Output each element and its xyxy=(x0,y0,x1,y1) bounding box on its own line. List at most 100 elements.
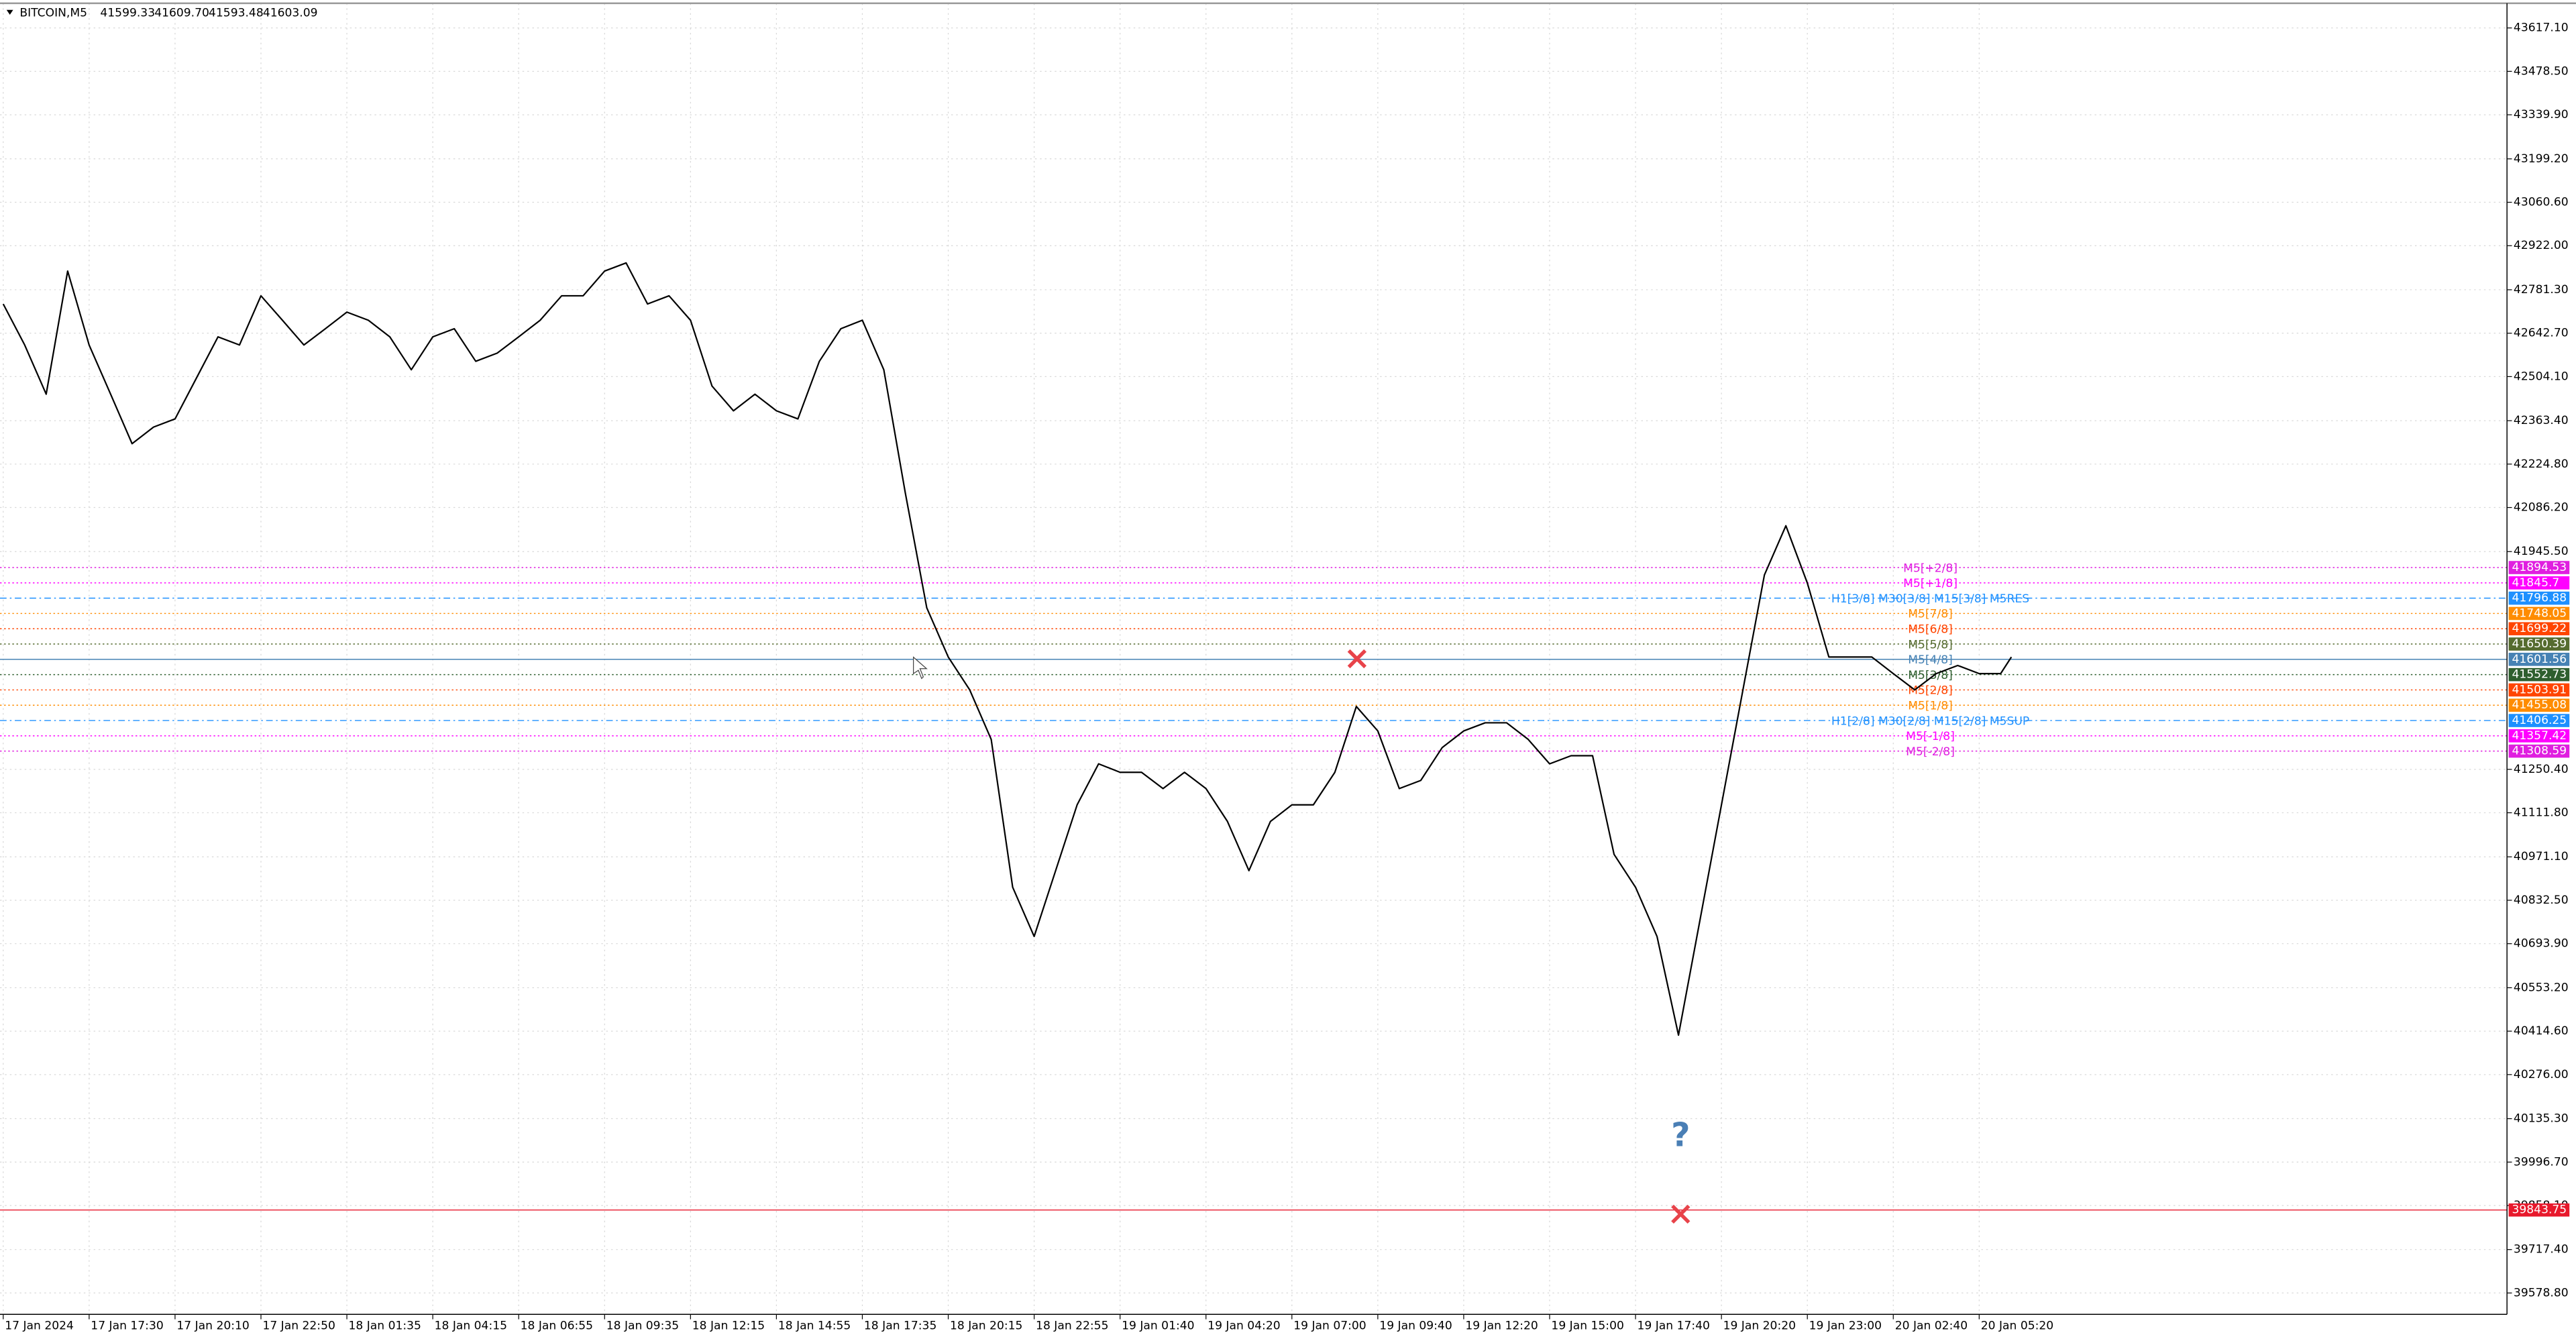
x-tick-label: 18 Jan 20:15 xyxy=(950,1319,1022,1332)
x-tick-label: 20 Jan 05:20 xyxy=(1981,1319,2053,1332)
level-price-label: 41894.53 xyxy=(2512,561,2567,574)
level-price-label: 41601.56 xyxy=(2512,653,2567,666)
y-tick-label: 42504.10 xyxy=(2514,370,2569,383)
level-price-box xyxy=(2508,653,2570,666)
level-price-label: 41845.7 xyxy=(2512,576,2559,590)
level-name: M5[-1/8] xyxy=(1906,730,1955,743)
symbol: BITCOIN,M5 xyxy=(19,7,87,20)
level-price-box xyxy=(2508,576,2570,590)
y-tick-label: 40832.50 xyxy=(2514,894,2569,907)
level-price-box xyxy=(2508,729,2570,743)
y-tick-label: 42922.00 xyxy=(2514,239,2569,252)
level-price-box xyxy=(2508,591,2570,605)
level-name: M5[1/8] xyxy=(1908,699,1953,712)
header: BITCOIN,M5 41599.33 41609.70 41593.48 41… xyxy=(6,7,318,20)
x-tick-label: 18 Jan 09:35 xyxy=(606,1319,679,1332)
y-tick-label: 41250.40 xyxy=(2514,763,2569,776)
menu-arrow[interactable] xyxy=(6,9,13,15)
x-tick-label: 17 Jan 2024 xyxy=(5,1319,74,1332)
level-name: M5[2/8] xyxy=(1908,684,1953,698)
level-name: M5[6/8] xyxy=(1908,623,1953,636)
y-tick-label: 42642.70 xyxy=(2514,327,2569,340)
y-tick-label: 42224.80 xyxy=(2514,458,2569,471)
y-tick-label: 41111.80 xyxy=(2514,806,2569,820)
level-price-label: 41406.25 xyxy=(2512,714,2567,727)
y-tick-label: 40276.00 xyxy=(2514,1068,2569,1081)
low: 41593.48 xyxy=(209,7,264,20)
y-tick-label: 40971.10 xyxy=(2514,850,2569,863)
level-price-box xyxy=(2508,698,2570,712)
x-tick-label: 18 Jan 04:15 xyxy=(435,1319,507,1332)
level-name: M5[3/8] xyxy=(1908,669,1953,682)
y-tick-label: 39578.80 xyxy=(2514,1286,2569,1299)
y-tick-label: 43478.50 xyxy=(2514,64,2569,78)
y-tick-label: 40414.60 xyxy=(2514,1024,2569,1038)
y-tick-label: 41945.50 xyxy=(2514,545,2569,558)
levels: M5[+2/8] M5[+1/8] H1[3/8] M30[3/8] M15[3/8… xyxy=(0,561,2508,1211)
x-tick-label: 18 Jan 22:55 xyxy=(1036,1319,1108,1332)
x-tick-label: 17 Jan 17:30 xyxy=(91,1319,163,1332)
level-price-box xyxy=(2508,714,2570,727)
level-price-label: 41308.59 xyxy=(2512,745,2567,758)
y-tick-label: 39717.40 xyxy=(2514,1243,2569,1256)
x-tick-label: 19 Jan 15:00 xyxy=(1551,1319,1623,1332)
level-price-label: 41699.22 xyxy=(2512,622,2567,635)
level-price-box xyxy=(2508,637,2570,651)
question-marker: ? xyxy=(1671,1116,1690,1154)
level-name: M5[5/8] xyxy=(1908,638,1953,651)
y-tick-label: 42363.40 xyxy=(2514,414,2569,427)
grid xyxy=(0,3,2508,1315)
x-tick-label: 19 Jan 12:20 xyxy=(1465,1319,1538,1332)
level-price-label: 41748.05 xyxy=(2512,606,2567,620)
stop-price-label: 39843.75 xyxy=(2512,1203,2567,1217)
x-tick-label: 18 Jan 01:35 xyxy=(349,1319,421,1332)
level-price-label: 41796.88 xyxy=(2512,592,2567,605)
level-price-label: 41552.73 xyxy=(2512,668,2567,682)
cross-marker xyxy=(1671,1204,1690,1224)
level-price-box xyxy=(2508,744,2570,758)
y-tick-label: 43199.20 xyxy=(2514,152,2569,166)
stop-price-box xyxy=(2508,1203,2570,1217)
y-tick-label: 40693.90 xyxy=(2514,937,2569,951)
x-tick-label: 17 Jan 20:10 xyxy=(176,1319,249,1332)
level-name: M5[+2/8] xyxy=(1903,561,1957,575)
x-tick-label: 18 Jan 06:55 xyxy=(521,1319,593,1332)
high: 41609.70 xyxy=(154,7,209,20)
level-price-label: 41503.91 xyxy=(2512,683,2567,696)
level-name: M5[+1/8] xyxy=(1903,577,1957,590)
open: 41599.33 xyxy=(100,7,155,20)
x-tick-label: 19 Jan 01:40 xyxy=(1122,1319,1194,1332)
axes: 43617.10 43478.50 43339.90 43199.20 43060.60… xyxy=(3,21,2570,1332)
x-tick-label: 19 Jan 09:40 xyxy=(1379,1319,1452,1332)
y-tick-label: 40553.20 xyxy=(2514,981,2569,994)
y-tick-label: 43339.90 xyxy=(2514,108,2569,121)
level-price-box xyxy=(2508,683,2570,697)
x-tick-label: 17 Jan 22:50 xyxy=(262,1319,335,1332)
level-price-label: 41650.39 xyxy=(2512,637,2567,651)
level-name: H1[3/8] M30[3/8] M15[3/8] M5RES xyxy=(1831,592,2029,606)
level-price-box xyxy=(2508,622,2570,636)
y-tick-label: 40135.30 xyxy=(2514,1112,2569,1126)
cross-marker xyxy=(1347,649,1367,669)
level-price-label: 41455.08 xyxy=(2512,698,2567,712)
level-name: M5[-2/8] xyxy=(1906,745,1955,759)
level-price-box xyxy=(2508,606,2570,621)
y-tick-label: 42781.30 xyxy=(2514,283,2569,297)
x-tick-label: 19 Jan 20:20 xyxy=(1723,1319,1796,1332)
level-price-box xyxy=(2508,667,2570,682)
x-tick-label: 20 Jan 02:40 xyxy=(1895,1319,1968,1332)
y-tick-label: 39996.70 xyxy=(2514,1155,2569,1169)
level-name: M5[4/8] xyxy=(1908,653,1953,667)
y-tick-label: 43617.10 xyxy=(2514,21,2569,35)
level-name: M5[7/8] xyxy=(1908,608,1953,621)
level-price-box xyxy=(2508,561,2570,574)
x-tick-label: 18 Jan 14:55 xyxy=(778,1319,851,1332)
y-tick-label: 43060.60 xyxy=(2514,196,2569,209)
y-tick-label: 42086.20 xyxy=(2514,501,2569,515)
markers: ? xyxy=(913,649,1690,1224)
cursor xyxy=(913,656,928,680)
x-tick-label: 19 Jan 04:20 xyxy=(1208,1319,1280,1332)
